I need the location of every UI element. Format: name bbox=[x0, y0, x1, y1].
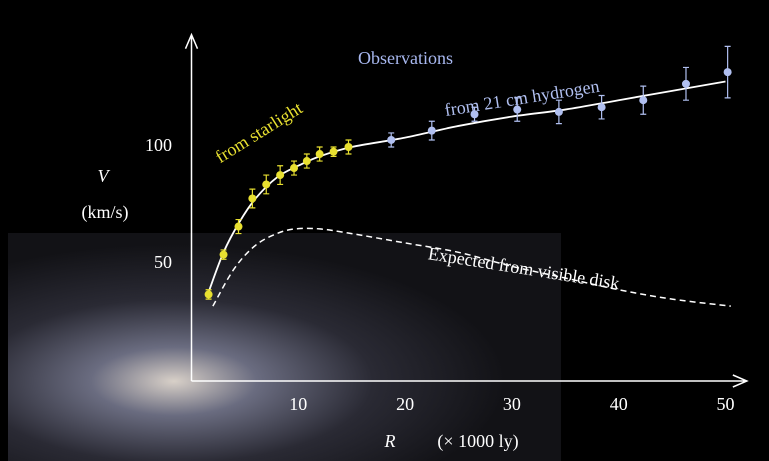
y-tick-label: 50 bbox=[154, 252, 172, 272]
galaxy-image bbox=[8, 233, 561, 461]
expected-curve bbox=[212, 227, 731, 307]
y-axis bbox=[184, 32, 199, 381]
point bbox=[597, 103, 606, 112]
point bbox=[513, 105, 522, 114]
point bbox=[248, 194, 257, 203]
x-label: R bbox=[384, 431, 396, 451]
y-tick-label: 100 bbox=[145, 135, 172, 155]
point bbox=[470, 110, 479, 119]
point bbox=[344, 143, 353, 151]
x-tick-label: 10 bbox=[289, 394, 307, 414]
point bbox=[681, 79, 690, 88]
point bbox=[554, 107, 563, 116]
point bbox=[219, 250, 228, 259]
point bbox=[315, 150, 324, 159]
annotation: Observations bbox=[358, 48, 453, 68]
point bbox=[276, 171, 285, 180]
point bbox=[723, 68, 732, 77]
x-tick-label: 30 bbox=[503, 394, 521, 414]
point bbox=[302, 157, 311, 166]
point bbox=[427, 126, 436, 135]
point bbox=[387, 135, 396, 144]
x-tick-label: 50 bbox=[717, 394, 735, 414]
point bbox=[262, 180, 271, 189]
x-label-unit: (× 1000 ly) bbox=[437, 431, 518, 452]
point bbox=[234, 222, 243, 231]
point bbox=[329, 147, 338, 156]
point bbox=[204, 290, 213, 299]
y-label-unit: (km/s) bbox=[82, 202, 129, 223]
y-label: V bbox=[98, 166, 111, 186]
x-tick-label: 40 bbox=[610, 394, 628, 414]
x-tick-label: 20 bbox=[396, 394, 414, 414]
x-axis bbox=[191, 374, 749, 388]
point bbox=[639, 96, 648, 105]
point bbox=[290, 164, 299, 173]
